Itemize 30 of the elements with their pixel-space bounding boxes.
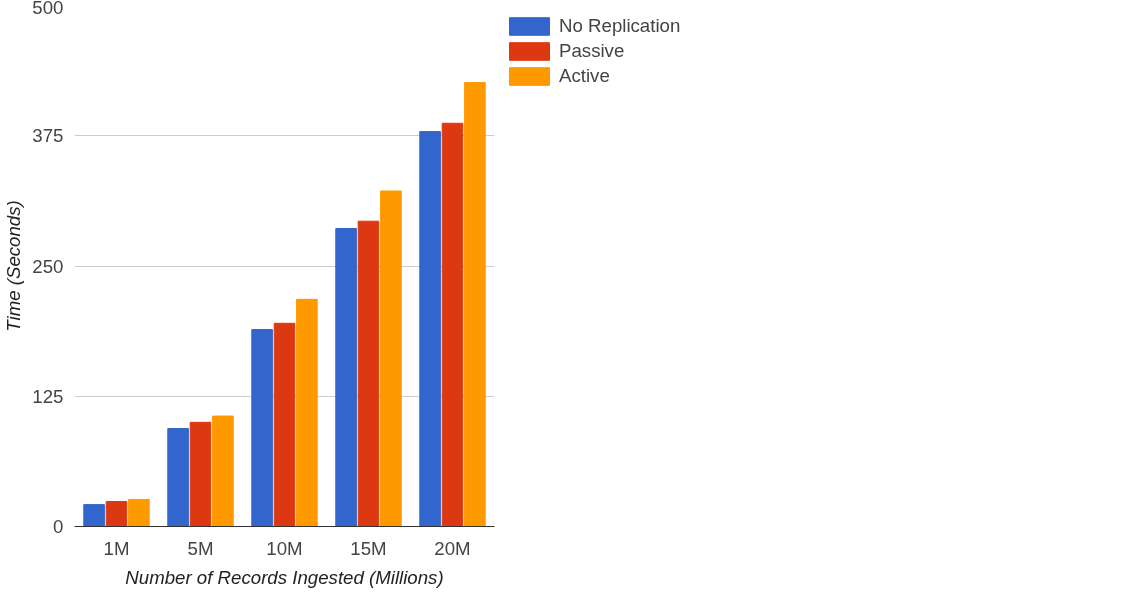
x-tick-label: 10M (266, 537, 303, 559)
bar (189, 421, 212, 527)
y-tick-label: 250 (32, 255, 64, 277)
bar (441, 122, 464, 527)
x-axis-title: Number of Records Ingested (Millions) (125, 566, 444, 588)
y-axis-title: Time (Seconds) (3, 200, 25, 332)
x-tick-label: 5M (187, 537, 214, 559)
bar (464, 82, 486, 527)
bar (251, 329, 273, 527)
bar (167, 428, 189, 527)
bar (335, 227, 357, 527)
y-tick-label: 0 (53, 516, 64, 537)
legend-label: Passive (559, 40, 625, 62)
bar (128, 498, 150, 527)
legend-label: No Replication (559, 15, 681, 37)
bar (212, 415, 234, 527)
x-tick-label: 1M (103, 537, 130, 559)
bar (296, 298, 318, 527)
bar (380, 190, 402, 527)
bar (419, 131, 441, 527)
x-tick-label: 20M (434, 537, 471, 559)
y-tick-label: 500 (32, 0, 64, 18)
bar (357, 220, 380, 527)
bar (83, 504, 105, 527)
x-tick-label: 15M (350, 537, 387, 559)
bar (105, 500, 128, 527)
y-tick-label: 125 (32, 385, 64, 407)
y-tick-label: 375 (32, 125, 64, 147)
legend-label: Active (559, 65, 610, 87)
bar (273, 322, 296, 527)
